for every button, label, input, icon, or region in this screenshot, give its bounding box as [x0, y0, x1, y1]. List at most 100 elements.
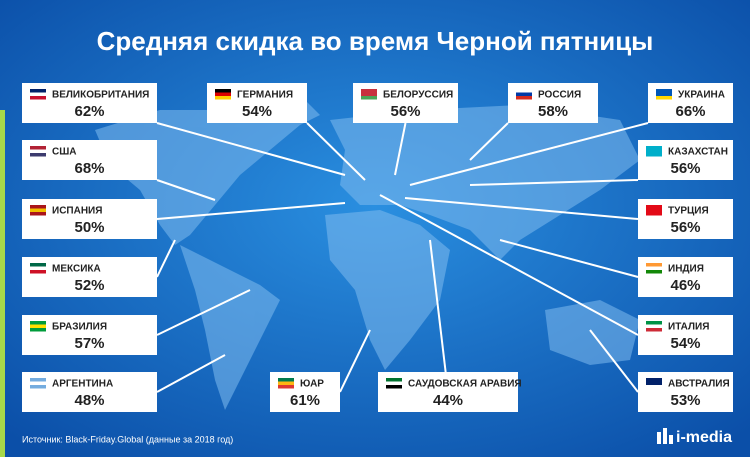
flag-stripe	[516, 96, 532, 100]
pointer-line	[156, 289, 251, 336]
pointer-line	[499, 239, 639, 278]
flag-stripe	[30, 321, 46, 325]
pointer-line	[429, 239, 449, 393]
pointer-line	[409, 122, 649, 186]
pointer-line	[379, 194, 639, 336]
discount-value: 48%	[74, 392, 104, 409]
flag-stripe	[361, 96, 377, 100]
discount-value: 53%	[670, 392, 700, 409]
flag-stripe	[646, 263, 662, 267]
callout: США 68%	[22, 140, 157, 180]
discount-value: 44%	[433, 392, 463, 409]
flag-stripe	[646, 153, 662, 157]
country-name: ВЕЛИКОБРИТАНИЯ	[52, 90, 149, 101]
country-name: БРАЗИЛИЯ	[52, 322, 107, 333]
flag-stripe	[30, 205, 46, 209]
country-name: РОССИЯ	[538, 90, 581, 101]
discount-value: 58%	[538, 103, 568, 120]
country-name: МЕКСИКА	[52, 264, 101, 275]
callout: ВЕЛИКОБРИТАНИЯ 62%	[22, 83, 157, 123]
title: Средняя скидка во время Черной пятницы	[97, 26, 654, 56]
flag-stripe	[30, 270, 46, 274]
country-name: АРГЕНТИНА	[52, 379, 113, 390]
callout: ИТАЛИЯ 54%	[638, 315, 733, 355]
callout: МЕКСИКА 52%	[22, 257, 157, 297]
country-name: АВСТРАЛИЯ	[668, 379, 730, 390]
pointer-line	[394, 122, 407, 176]
country-name: ТУРЦИЯ	[668, 206, 709, 217]
callout: ГЕРМАНИЯ 54%	[207, 83, 307, 123]
world-map	[95, 95, 640, 410]
flag-stripe	[30, 96, 46, 100]
flag-stripe	[646, 381, 662, 385]
flag-stripe	[278, 385, 294, 389]
flag-stripe	[516, 89, 532, 93]
callout: ТУРЦИЯ 56%	[638, 199, 733, 239]
flag-stripe	[361, 92, 377, 96]
flag-stripe	[656, 89, 672, 93]
flag-stripe	[646, 385, 662, 389]
flag-stripe	[646, 270, 662, 274]
callout: КАЗАХСТАН 56%	[638, 140, 733, 180]
flag-stripe	[30, 212, 46, 216]
country-name: США	[52, 147, 77, 158]
discount-value: 62%	[74, 103, 104, 120]
pointer-line	[156, 354, 226, 393]
flag-stripe	[215, 92, 231, 96]
flag-stripe	[656, 92, 672, 96]
flag-stripe	[30, 149, 46, 153]
discount-value: 50%	[74, 219, 104, 236]
discount-value: 57%	[74, 335, 104, 352]
country-name: ЮАР	[300, 379, 324, 390]
flag-stripe	[386, 378, 402, 382]
flag-stripe	[646, 324, 662, 328]
country-name: ИСПАНИЯ	[52, 206, 102, 217]
flag-stripe	[30, 263, 46, 267]
callout: ИНДИЯ 46%	[638, 257, 733, 297]
country-name: ИТАЛИЯ	[668, 322, 709, 333]
flag-stripe	[30, 146, 46, 150]
pointer-line	[469, 179, 639, 186]
flag-stripe	[386, 385, 402, 389]
pointer-line	[404, 197, 639, 220]
flag-stripe	[215, 96, 231, 100]
flag-stripe	[646, 212, 662, 216]
country-name: ИНДИЯ	[668, 264, 704, 275]
logo-icon	[657, 428, 673, 444]
source: Источник: Black-Friday.Global (данные за…	[22, 434, 233, 444]
flag-stripe	[516, 92, 532, 96]
callout: ИСПАНИЯ 50%	[22, 199, 157, 239]
pointer-line	[156, 239, 176, 278]
country-name: САУДОВСКАЯ АРАВИЯ	[408, 379, 522, 390]
pointer-line	[156, 202, 346, 220]
flag-stripe	[646, 328, 662, 332]
flag-stripe	[646, 321, 662, 325]
discount-value: 61%	[290, 392, 320, 409]
flag-stripe	[646, 266, 662, 270]
discount-value: 56%	[670, 160, 700, 177]
callout: ЮАР 61%	[270, 372, 340, 412]
flag-stripe	[646, 146, 662, 150]
flag-stripe	[361, 89, 377, 93]
flag-stripe	[30, 381, 46, 385]
country-name: КАЗАХСТАН	[668, 147, 728, 158]
flag-stripe	[646, 149, 662, 153]
callout: РОССИЯ 58%	[508, 83, 598, 123]
discount-value: 54%	[242, 103, 272, 120]
pointer-line	[156, 122, 346, 176]
country-name: БЕЛОРУССИЯ	[383, 90, 453, 101]
discount-value: 66%	[675, 103, 705, 120]
pointer-line	[306, 122, 366, 181]
callout: АВСТРАЛИЯ 53%	[638, 372, 733, 412]
discount-value: 56%	[390, 103, 420, 120]
flag-stripe	[30, 385, 46, 389]
logo: i-media	[676, 429, 732, 446]
callout: БЕЛОРУССИЯ 56%	[353, 83, 458, 123]
flag-stripe	[30, 92, 46, 96]
flag-stripe	[30, 89, 46, 93]
flag-stripe	[30, 324, 46, 328]
pointer-line	[589, 329, 639, 393]
flag-stripe	[30, 266, 46, 270]
discount-value: 68%	[74, 160, 104, 177]
